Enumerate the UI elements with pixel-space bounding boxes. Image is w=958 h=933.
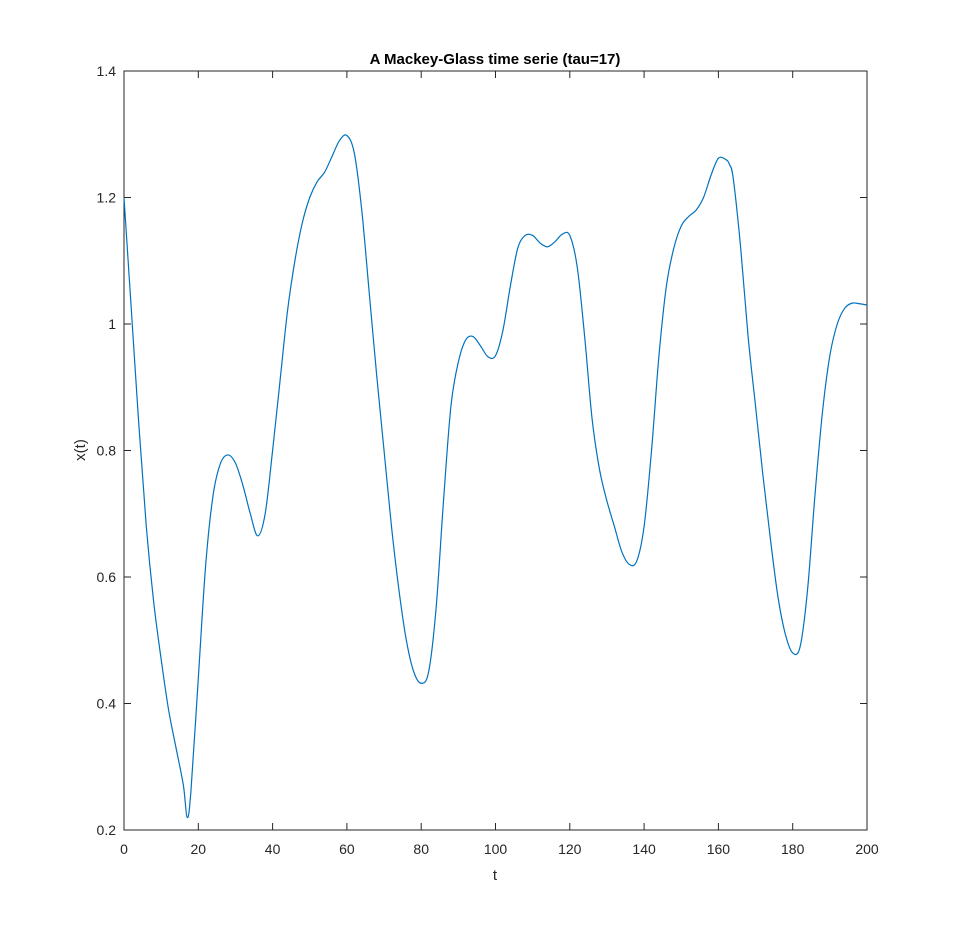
axes-frame: [123, 70, 868, 831]
x-tick-label: 160: [707, 841, 731, 857]
y-tick-label: 0.6: [97, 569, 117, 585]
x-axis-label: t: [493, 867, 498, 884]
x-tick-label: 200: [855, 841, 879, 857]
x-tick-label: 120: [558, 841, 582, 857]
series-line: [123, 134, 868, 819]
y-tick-label: 0.8: [97, 443, 117, 459]
y-tick-label: 1: [108, 316, 116, 332]
x-tick-label: 100: [484, 841, 508, 857]
x-tick-label: 140: [632, 841, 656, 857]
x-tick-label: 0: [120, 841, 128, 857]
x-tick-label: 20: [191, 841, 207, 857]
y-axis-ticks: 0.2 0.4 0.6 0.8 1 1.2 1.4: [97, 63, 867, 838]
x-axis-ticks: 0 20 40 60 80 100 120 140 160 180 200: [120, 71, 879, 857]
chart-title: A Mackey-Glass time serie (tau=17): [370, 51, 621, 68]
plot-area: [123, 134, 868, 819]
x-tick-label: 180: [781, 841, 805, 857]
x-tick-label: 80: [413, 841, 429, 857]
y-tick-label: 1.2: [97, 190, 117, 206]
x-tick-label: 60: [339, 841, 355, 857]
y-tick-label: 0.2: [97, 822, 117, 838]
x-tick-label: 40: [265, 841, 281, 857]
y-axis-label: x(t): [72, 439, 89, 461]
y-tick-label: 1.4: [97, 63, 117, 79]
axes-box: [123, 70, 868, 831]
y-tick-label: 0.4: [97, 696, 117, 712]
